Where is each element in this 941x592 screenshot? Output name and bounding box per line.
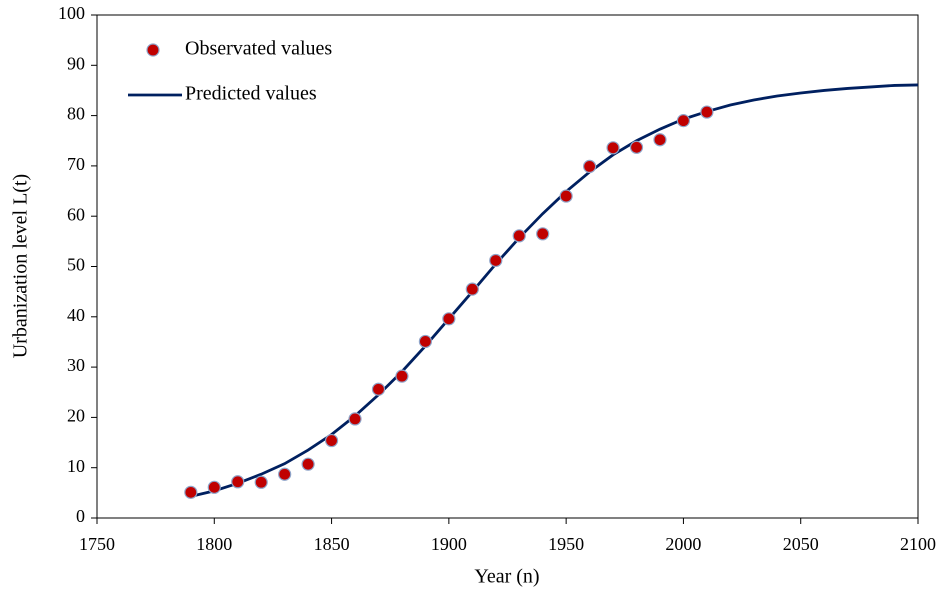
y-tick-label: 100 [58, 3, 85, 23]
observed-point [676, 114, 691, 128]
observed-point [653, 133, 667, 147]
y-tick-label: 80 [67, 104, 85, 124]
y-tick-label: 0 [76, 506, 85, 526]
x-tick-label: 1950 [548, 534, 584, 554]
observed-point [184, 485, 198, 499]
y-tick-label: 10 [67, 456, 85, 476]
observed-point [418, 334, 432, 349]
x-axis-label: Year (n) [474, 566, 539, 588]
y-tick-label: 70 [67, 154, 85, 174]
y-axis-label: Urbanization level L(t) [10, 174, 32, 358]
observed-point [465, 282, 479, 296]
x-tick-label: 1750 [79, 534, 115, 554]
y-tick-label: 90 [67, 53, 85, 73]
observed-point [442, 312, 456, 326]
y-tick-label: 30 [67, 355, 85, 375]
observed-point [629, 140, 644, 154]
y-tick-label: 60 [67, 204, 85, 224]
observed-point [606, 141, 620, 155]
observed-point [278, 467, 292, 481]
observed-point [207, 480, 221, 494]
observed-point [301, 457, 315, 471]
x-tick-label: 1800 [196, 534, 232, 554]
observed-point [324, 433, 339, 448]
x-tick-label: 2000 [665, 534, 701, 554]
predicted-line [190, 83, 919, 498]
x-tick-label: 2050 [783, 534, 819, 554]
observed-point [536, 227, 550, 241]
legend-marker [146, 43, 160, 57]
observed-point [582, 159, 597, 174]
y-tick-label: 40 [67, 305, 85, 325]
observed-point [371, 382, 386, 396]
observed-point [489, 253, 503, 268]
x-tick-label: 1850 [314, 534, 350, 554]
observed-point [348, 412, 362, 426]
observed-point [231, 475, 245, 489]
x-tick-label: 1900 [431, 534, 467, 554]
observed-point [700, 105, 714, 119]
observed-point [512, 229, 526, 243]
y-tick-label: 50 [67, 255, 85, 275]
observed-point [254, 475, 268, 489]
legend-label: Observated values [185, 38, 332, 60]
x-tick-label: 2100 [900, 534, 936, 554]
observed-point [559, 189, 573, 203]
y-tick-label: 20 [67, 406, 85, 426]
observed-point [395, 369, 409, 383]
legend-label: Predicted values [185, 83, 317, 105]
